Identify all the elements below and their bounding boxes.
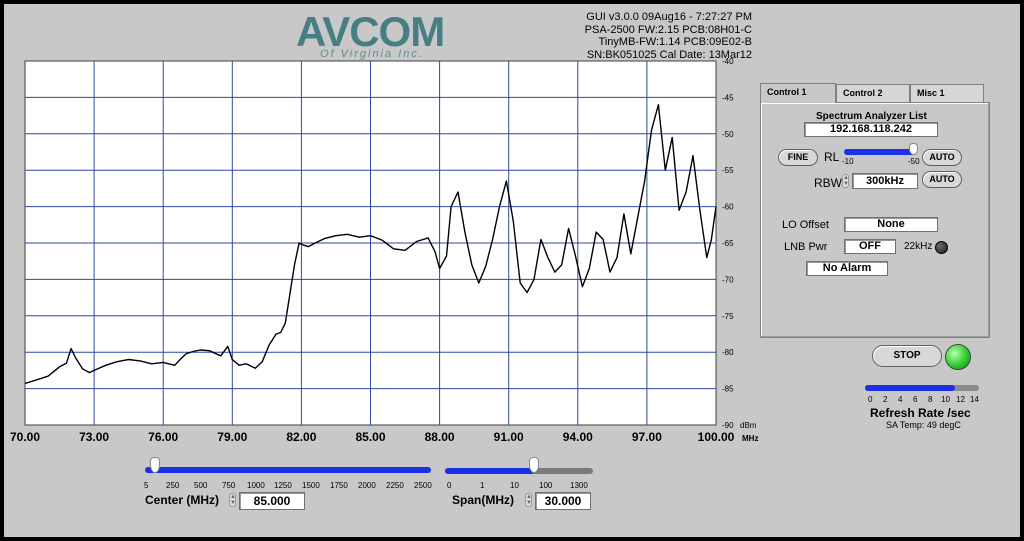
refresh-tick: 14 [970,395,979,404]
x-tick-label: 91.00 [494,430,524,444]
x-tick-label: 97.00 [632,430,662,444]
rbw-label: RBW [814,176,842,190]
y-tick-label: -60 [722,203,734,212]
rbw-auto-button[interactable]: AUTO [922,171,962,188]
span-label: Span(MHz) [452,493,514,507]
rl-slider-track[interactable] [844,149,916,155]
tab-misc-1[interactable]: Misc 1 [910,84,984,102]
y-tick-label: -80 [722,348,734,357]
refresh-tick: 10 [941,395,950,404]
center-tick: 1750 [330,481,348,490]
y-tick-label: -45 [722,93,734,102]
device-info: GUI v3.0.0 09Aug16 - 7:27:27 PM PSA-2500… [585,11,752,61]
tab-control-2[interactable]: Control 2 [836,84,910,102]
sa-temp-label: SA Temp: 49 degC [886,420,961,430]
lnb-pwr-label: LNB Pwr [784,241,828,253]
refresh-tick: 4 [898,395,903,404]
span-tick: 1300 [570,481,588,490]
center-tick: 2250 [386,481,404,490]
center-field[interactable]: 85.000 [239,492,305,510]
rbw-stepper[interactable]: ▲ ▼ [842,174,849,188]
lnb-pwr-field[interactable]: OFF [844,239,896,254]
y-tick-label: -85 [722,385,734,394]
center-tick: 500 [194,481,208,490]
center-label: Center (MHz) [145,493,219,507]
running-indicator-led [945,344,971,370]
x-tick-label: 82.00 [286,430,316,444]
x-tick-label: 85.00 [355,430,385,444]
22khz-label: 22kHz [904,241,933,252]
spectrum-chart: 70.00 73.00 76.00 79.00 82.00 85.00 88.00 91.00… [10,57,758,444]
y-tick-label: -75 [722,312,734,321]
rbw-field[interactable]: 300kHz [852,173,918,189]
span-slider-thumb[interactable] [529,457,539,473]
avcom-logo: AVCOM Of Virginia Inc. [296,8,456,62]
y-tick-label: -50 [722,130,734,139]
span-tick: 1 [480,481,485,490]
info-line-psa: PSA-2500 FW:2.15 PCB:08H01-C [584,23,752,36]
y-tick-label: -65 [722,239,734,248]
center-slider-thumb[interactable] [150,457,160,473]
rl-min-label: -10 [842,157,854,166]
x-tick-label: 94.00 [563,430,593,444]
lo-offset-label: LO Offset [782,219,829,231]
span-tick: 100 [539,481,553,490]
y-tick-label: -70 [722,275,734,284]
x-axis-unit: MHz [742,434,758,443]
x-tick-label: 100.00 [698,430,735,444]
y-axis-unit: dBm [740,421,757,430]
center-stepper[interactable]: ▲ ▼ [229,493,236,507]
stop-button[interactable]: STOP [872,345,942,367]
span-stepper[interactable]: ▲ ▼ [525,493,532,507]
center-tick: 250 [166,481,180,490]
ip-address-field[interactable]: 192.168.118.242 [804,122,938,137]
rl-slider-thumb[interactable] [909,143,918,155]
center-tick: 2000 [358,481,376,490]
tab-control-1[interactable]: Control 1 [760,83,836,103]
span-tick: 10 [510,481,519,490]
center-tick: 5 [144,481,149,490]
analyzer-list-label: Spectrum Analyzer List [816,111,927,122]
center-tick: 1250 [274,481,292,490]
span-tick: 0 [447,481,452,490]
refresh-tick: 12 [956,395,965,404]
rl-max-label: -50 [908,157,920,166]
x-tick-label: 76.00 [148,430,178,444]
fine-button[interactable]: FINE [778,149,818,166]
span-field[interactable]: 30.000 [535,492,591,510]
lo-offset-field[interactable]: None [844,217,938,232]
spectrum-trace [24,103,717,385]
x-tick-label: 73.00 [79,430,109,444]
x-tick-label: 88.00 [425,430,455,444]
span-slider-fill [445,468,534,474]
y-tick-label: -90 [722,421,734,430]
refresh-tick: 2 [883,395,888,404]
info-line-gui: GUI v3.0.0 09Aug16 - 7:27:27 PM [586,11,752,23]
refresh-slider-fill [865,385,955,391]
analyzer-window: AVCOM Of Virginia Inc. GUI v3.0.0 09Aug1… [4,4,1020,537]
rl-auto-button[interactable]: AUTO [922,149,962,166]
center-tick: 1500 [302,481,320,490]
center-tick: 750 [222,481,236,490]
logo-text: AVCOM [296,8,445,55]
info-line-tinymb: TinyMB-FW:1.14 PCB:09E02-B [598,36,752,48]
refresh-tick: 0 [868,395,873,404]
x-tick-label: 79.00 [217,430,247,444]
refresh-tick: 6 [913,395,918,404]
logo-subtitle: Of Virginia Inc. [320,48,424,60]
22khz-indicator-led [935,241,948,254]
center-tick: 1000 [247,481,265,490]
x-tick-label: 70.00 [10,430,40,444]
refresh-tick: 8 [928,395,933,404]
center-slider-track[interactable] [145,467,431,473]
y-tick-label: -40 [722,57,734,66]
info-line-serial: SN:BK051025 Cal Date: 13Mar12 [586,48,752,61]
alarm-status-field: No Alarm [806,261,888,276]
center-tick: 2500 [414,481,432,490]
refresh-rate-label: Refresh Rate /sec [870,406,971,420]
rl-label: RL [824,150,840,164]
y-tick-label: -55 [722,166,734,175]
